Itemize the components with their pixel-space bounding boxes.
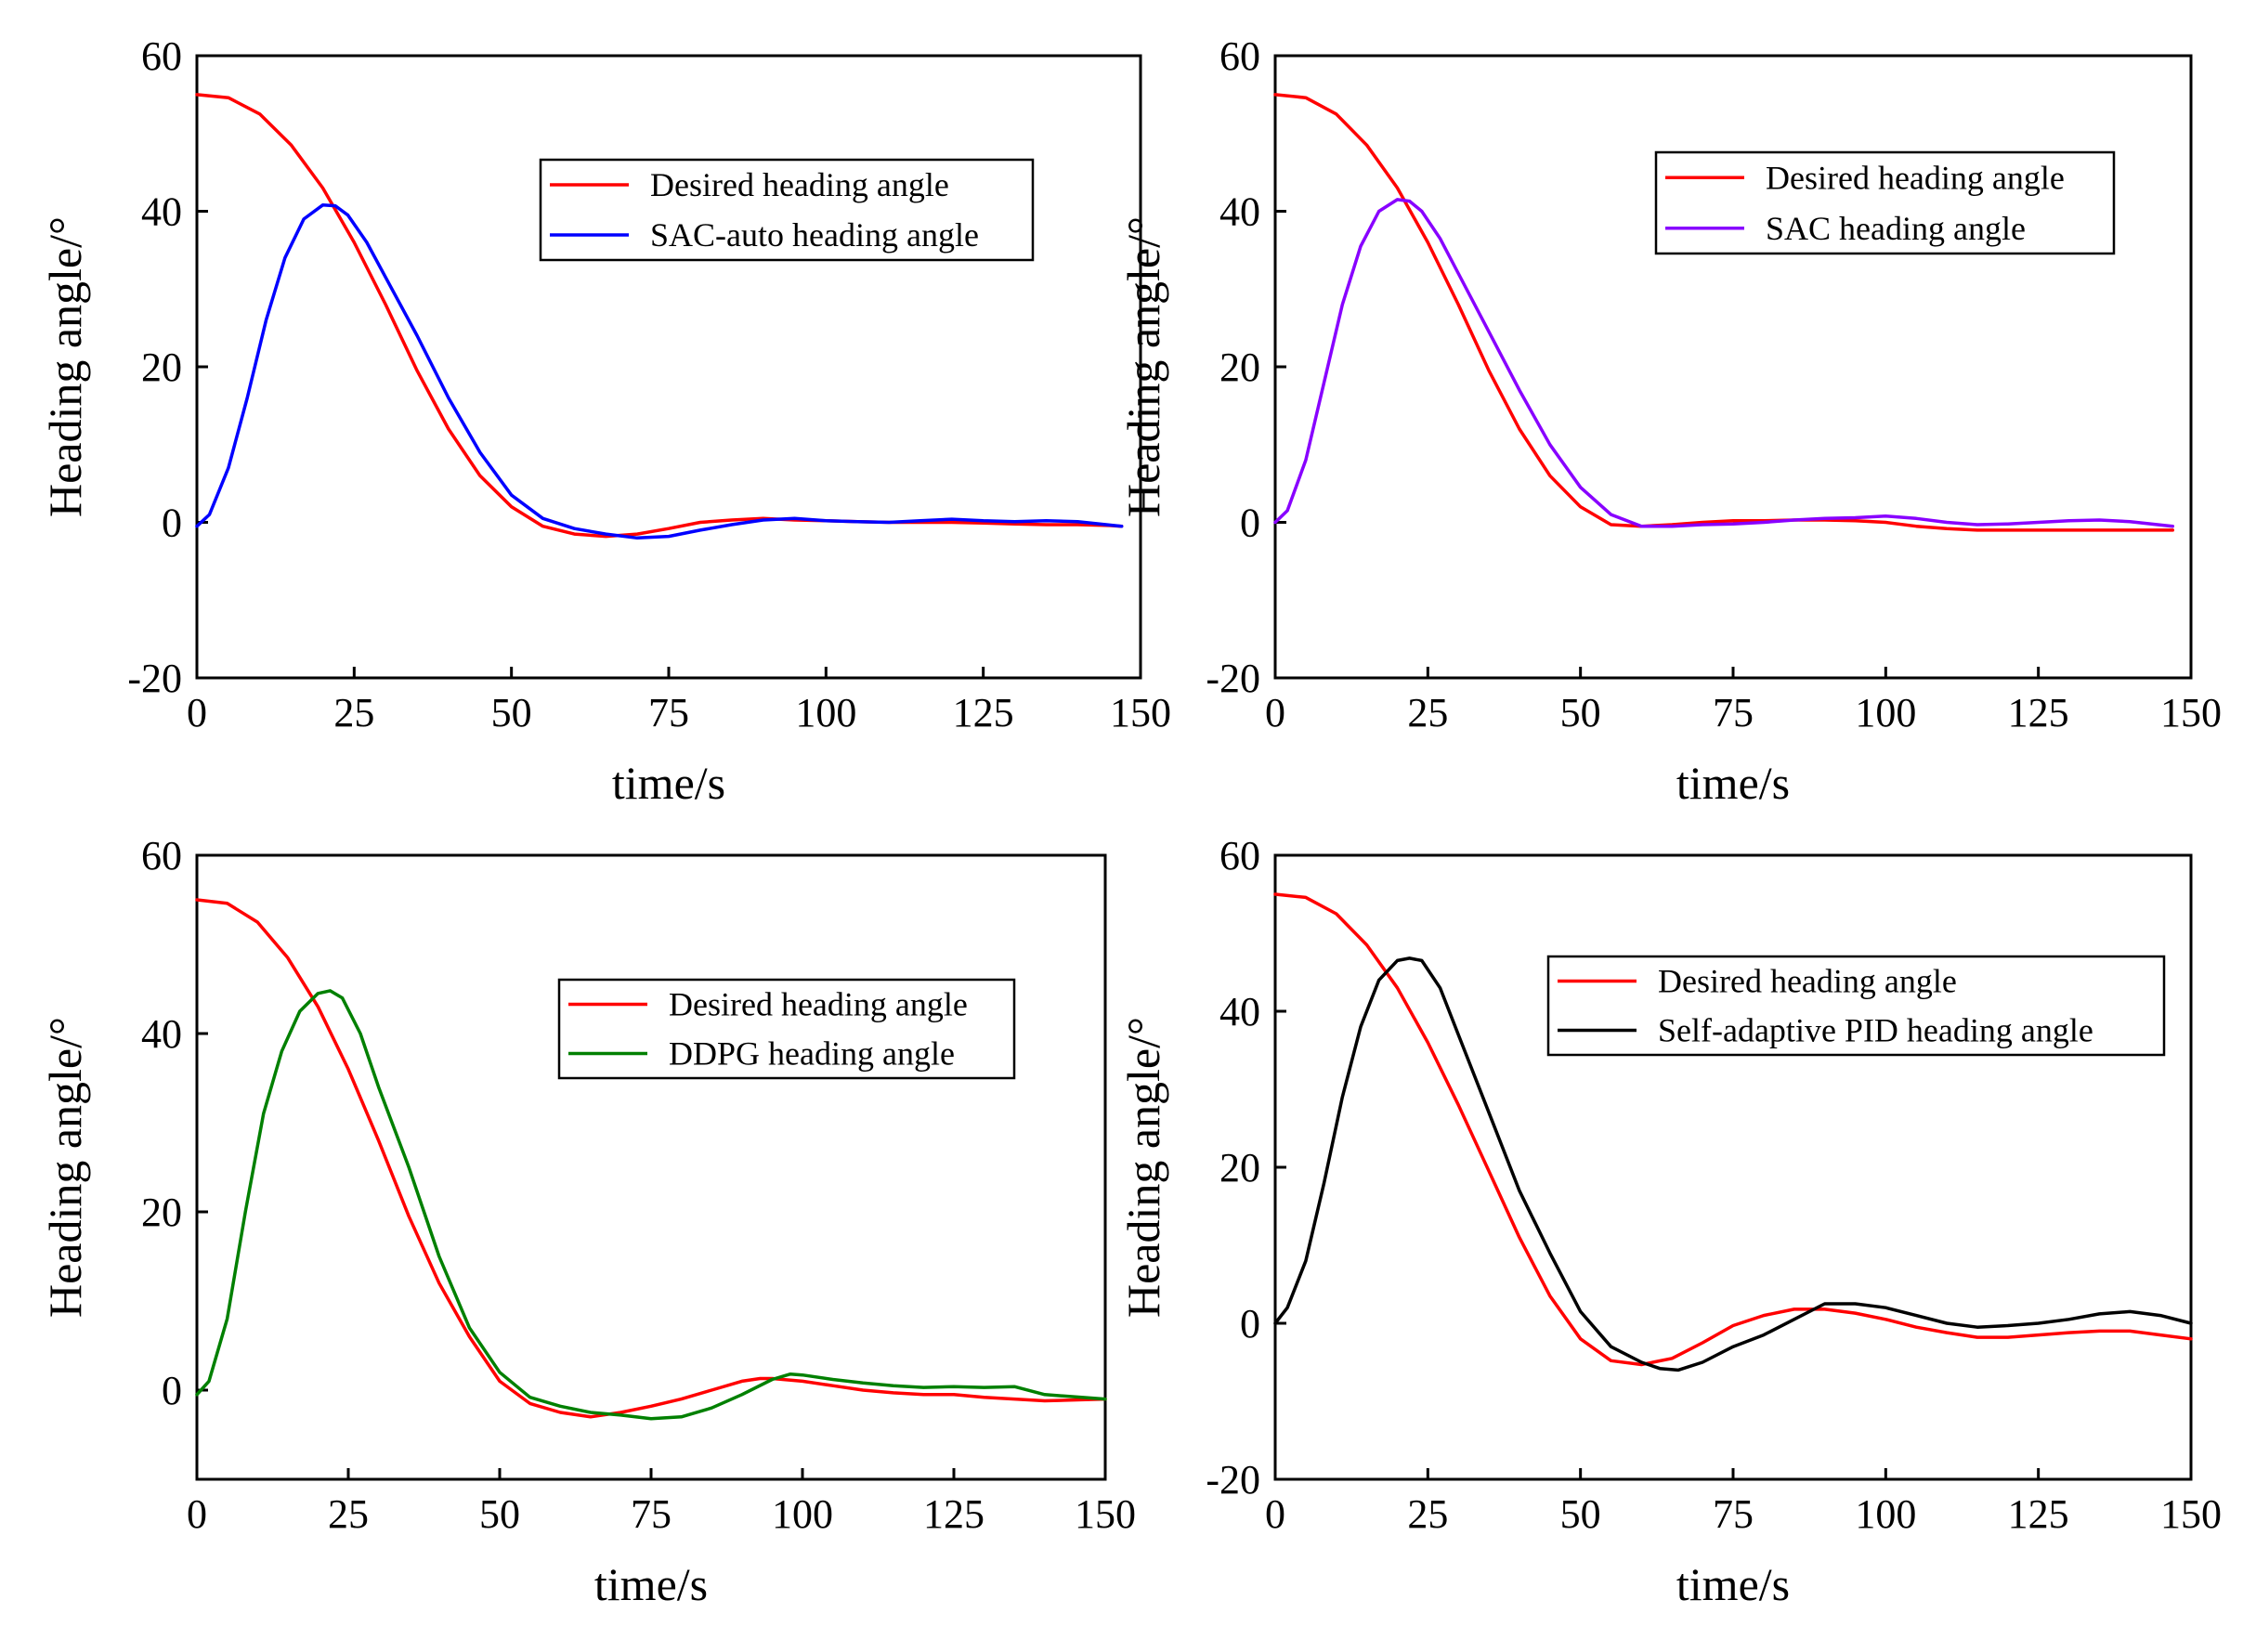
y-tick-label: 20 xyxy=(1219,1145,1260,1190)
y-tick-label: 40 xyxy=(1219,189,1260,235)
x-tick-label: 50 xyxy=(491,690,532,735)
panel-sac: 0 25 50 75 100 125 150-200204060time/sHeading … xyxy=(1117,33,2222,809)
series-line-self-adaptive-pid-heading-angle xyxy=(1273,956,2193,1372)
series-line-ddpg-heading-angle xyxy=(195,989,1107,1421)
y-tick-label: -20 xyxy=(1206,656,1260,701)
legend-label: SAC heading angle xyxy=(1766,210,2026,247)
panel-ddpg: 0 25 50 75 100 125 150 0 20 40 60 time/s Heading ang… xyxy=(39,833,1136,1610)
y-tick-label: -20 xyxy=(1206,1457,1260,1502)
x-tick-label: 125 xyxy=(923,1491,985,1537)
y-tick-label: 40 xyxy=(1219,989,1260,1034)
y-tick-label: 60 xyxy=(1219,833,1260,878)
series-line-desired-heading-angle xyxy=(195,898,1107,1419)
x-tick-label: 50 xyxy=(1560,1491,1601,1537)
y-tick-label: 60 xyxy=(141,33,182,79)
y-axis-label: Heading angle/° xyxy=(39,1017,91,1318)
x-tick-label: 25 xyxy=(328,1491,369,1537)
legend: Desired heading angle SAC heading angle xyxy=(1654,150,2116,255)
x-axis-label: time/s xyxy=(594,1558,708,1610)
series-line-sac-auto-heading-angle xyxy=(195,203,1124,540)
x-tick-label: 75 xyxy=(1713,690,1754,735)
legend-label: Desired heading angle xyxy=(650,166,949,203)
y-tick-label: 40 xyxy=(141,189,182,235)
x-tick-label: 0 xyxy=(187,690,207,735)
x-tick-label: 125 xyxy=(2008,1491,2069,1537)
y-axis-label: Heading angle/° xyxy=(1117,216,1169,517)
x-axis-label: time/s xyxy=(612,757,725,809)
x-tick-label: 25 xyxy=(1407,690,1448,735)
legend-label: Desired heading angle xyxy=(1766,159,2065,196)
series-line-desired-heading-angle xyxy=(1273,93,2175,532)
y-axis-label: Heading angle/° xyxy=(1117,1017,1169,1318)
y-tick-label: 0 xyxy=(162,1368,182,1413)
x-tick-label: 25 xyxy=(1407,1491,1448,1537)
y-tick-label: 0 xyxy=(1240,501,1260,546)
series-line-sac-heading-angle xyxy=(1273,198,2175,528)
legend-box xyxy=(539,158,1035,262)
x-tick-label: 150 xyxy=(2160,690,2222,735)
x-tick-label: 0 xyxy=(1265,690,1285,735)
x-axis-label: time/s xyxy=(1676,757,1790,809)
legend: Desired heading angle SAC-auto heading an… xyxy=(539,158,1035,262)
series-line-desired-heading-angle xyxy=(195,93,1124,539)
x-tick-label: 25 xyxy=(333,690,374,735)
legend: Desired heading angle Self-adaptive PID h… xyxy=(1546,955,2166,1057)
panel-self-adaptive-pid: 0 25 50 75 100 125 150-200204060time/sHeading … xyxy=(1117,833,2222,1610)
legend-box xyxy=(1546,955,2166,1057)
x-tick-label: 0 xyxy=(187,1491,207,1537)
x-axis-label: time/s xyxy=(1676,1558,1790,1610)
y-tick-label: 0 xyxy=(1240,1301,1260,1346)
legend: Desired heading angle DDPG heading angle xyxy=(557,978,1016,1080)
legend-box xyxy=(1654,150,2116,255)
x-tick-label: 100 xyxy=(1855,1491,1916,1537)
y-tick-label: 0 xyxy=(162,501,182,546)
x-tick-label: 50 xyxy=(479,1491,520,1537)
x-tick-label: 100 xyxy=(1855,690,1916,735)
x-tick-label: 100 xyxy=(772,1491,833,1537)
legend-box xyxy=(557,978,1016,1080)
legend-label: SAC-auto heading angle xyxy=(650,216,979,254)
x-tick-label: 75 xyxy=(1713,1491,1754,1537)
y-tick-label: 20 xyxy=(141,1190,182,1235)
legend-label: Desired heading angle xyxy=(669,986,968,1023)
legend-label: DDPG heading angle xyxy=(669,1035,955,1073)
y-tick-label: -20 xyxy=(127,656,182,701)
y-tick-label: 60 xyxy=(141,833,182,878)
legend-label: Self-adaptive PID heading angle xyxy=(1658,1012,2093,1049)
x-tick-label: 150 xyxy=(1110,690,1171,735)
x-tick-label: 150 xyxy=(1075,1491,1136,1537)
x-tick-label: 125 xyxy=(2008,690,2069,735)
y-tick-label: 60 xyxy=(1219,33,1260,79)
y-axis-label: Heading angle/° xyxy=(39,216,91,517)
y-tick-label: 20 xyxy=(1219,345,1260,390)
x-tick-label: 100 xyxy=(795,690,856,735)
x-tick-label: 75 xyxy=(648,690,689,735)
x-tick-label: 125 xyxy=(953,690,1014,735)
y-tick-label: 20 xyxy=(141,345,182,390)
series-line-desired-heading-angle xyxy=(1273,892,2193,1367)
x-tick-label: 150 xyxy=(2160,1491,2222,1537)
x-tick-label: 50 xyxy=(1560,690,1601,735)
x-tick-label: 75 xyxy=(631,1491,672,1537)
legend-label: Desired heading angle xyxy=(1658,963,1957,1000)
panel-sac-auto: 0 25 50 75 100 125 150-200204060time/sHeading … xyxy=(39,33,1171,809)
x-tick-label: 0 xyxy=(1265,1491,1285,1537)
y-tick-label: 40 xyxy=(141,1011,182,1057)
